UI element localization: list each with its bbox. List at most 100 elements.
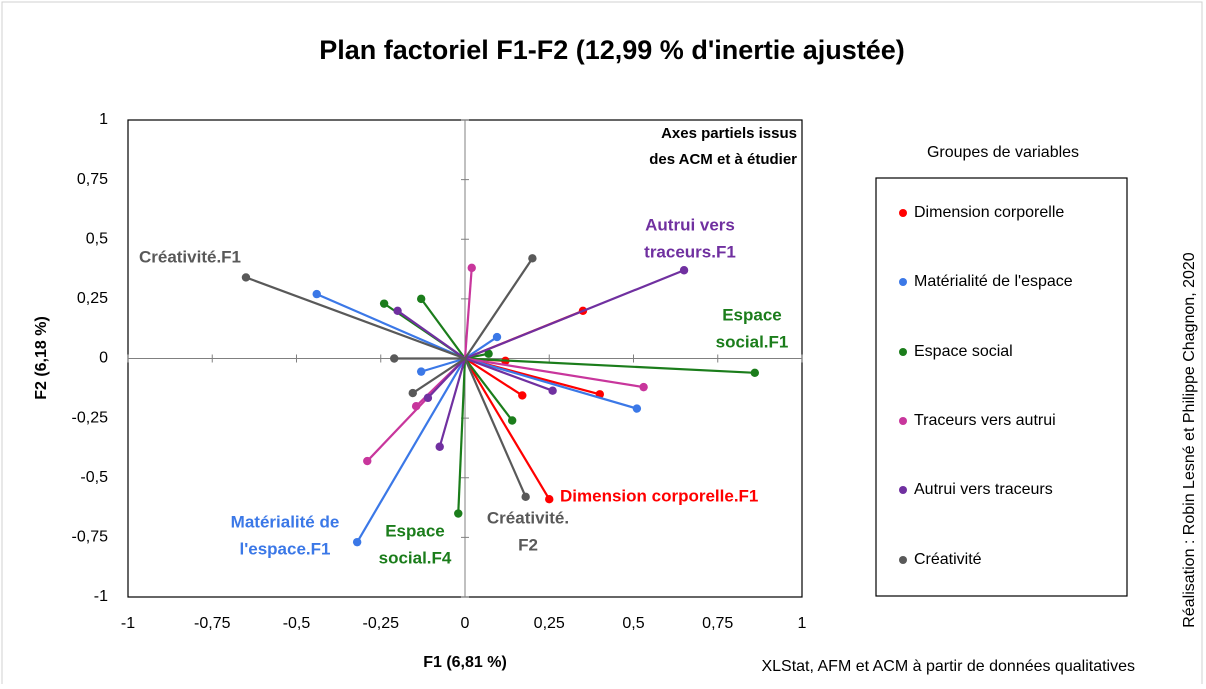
y-tick-label: 0,5 [86, 230, 108, 247]
point [411, 402, 421, 411]
point [416, 294, 426, 304]
x-tick-label: 0,25 [534, 615, 565, 632]
y-tick-label: 1 [99, 111, 108, 128]
point [484, 349, 493, 358]
y-tick-label: -1 [94, 588, 108, 605]
vector-line [420, 357, 466, 373]
annotation: Créativité.F1 [139, 247, 241, 266]
vector-line [245, 276, 466, 360]
vector-line [464, 357, 644, 389]
x-tick-label: 0 [461, 615, 470, 632]
legend-label: Autrui vers traceurs [914, 481, 1053, 498]
y-tick-label: -0,5 [80, 469, 108, 486]
x-tick-label: -0,25 [363, 615, 400, 632]
point [393, 306, 402, 315]
vector-line [464, 357, 551, 500]
legend-label: Traceurs vers autrui [914, 412, 1056, 429]
x-axis-label: F1 (6,81 %) [423, 654, 507, 671]
annotation: Espace [385, 521, 445, 540]
annotation: Créativité. [487, 508, 569, 527]
legend-marker [899, 278, 907, 286]
vector-line [464, 357, 755, 374]
vector-line [396, 309, 466, 360]
legend-marker [899, 556, 907, 564]
note: Axes partiels issus [661, 125, 797, 142]
point [492, 332, 502, 342]
vector-line [464, 357, 638, 410]
point [390, 354, 399, 363]
annotation: F2 [518, 535, 538, 554]
legend-marker [899, 417, 907, 425]
legend-label: Créativité [914, 551, 982, 568]
vector-line [463, 267, 473, 359]
legend-box [875, 177, 1128, 597]
point [548, 386, 557, 395]
annotation: Dimension corporelle.F1 [560, 486, 758, 505]
point [435, 442, 444, 451]
x-tick-label: -0,5 [283, 615, 311, 632]
y-axis-label: F2 (6,18 %) [33, 316, 50, 400]
legend-title: Groupes de variables [927, 144, 1079, 161]
point [408, 388, 417, 398]
point [416, 367, 426, 376]
point [632, 404, 642, 413]
y-tick-label: 0,75 [77, 171, 108, 188]
legend-label: Matérialité de l'espace [914, 273, 1073, 290]
y-tick-label: 0 [99, 350, 108, 367]
annotation: Matérialité de [231, 512, 340, 531]
vector-line [464, 357, 553, 392]
point [679, 266, 689, 275]
annotation: social.F4 [379, 548, 452, 567]
y-tick-label: -0,25 [72, 409, 109, 426]
legend-marker [899, 348, 907, 356]
vector-line [464, 269, 685, 360]
legend-marker [899, 486, 907, 494]
legend-marker [899, 209, 907, 217]
x-tick-label: 1 [798, 615, 807, 632]
annotation: l'espace.F1 [240, 539, 331, 558]
point [750, 368, 760, 378]
note: des ACM et à étudier [649, 151, 797, 168]
y-tick-label: 0,25 [77, 290, 108, 307]
x-tick-label: 0,5 [622, 615, 644, 632]
point [521, 492, 530, 502]
vector-line [463, 358, 527, 498]
x-tick-label: -0,75 [194, 615, 231, 632]
vector-line [464, 357, 523, 397]
vector-line [412, 357, 466, 394]
credit: Réalisation : Robin Lesné et Philippe Ch… [1181, 252, 1198, 627]
vector-line [420, 298, 466, 360]
y-tick-label: -0,75 [72, 529, 109, 546]
vector-line [356, 357, 466, 543]
point [545, 495, 554, 504]
vector-line [464, 257, 534, 360]
point [312, 289, 321, 299]
source: XLStat, AFM et ACM à partir de données q… [761, 658, 1135, 675]
chart-title: Plan factoriel F1-F2 (12,99 % d'inertie … [319, 35, 905, 65]
vector-line [464, 336, 498, 360]
legend-label: Dimension corporelle [914, 204, 1064, 221]
point [518, 391, 527, 400]
point [454, 509, 463, 518]
annotation: traceurs.F1 [644, 242, 736, 261]
point [507, 416, 517, 425]
vector-line [427, 357, 466, 399]
annotation: Autrui vers [645, 215, 735, 234]
point [528, 254, 537, 263]
annotation: social.F1 [716, 332, 789, 351]
point [423, 393, 433, 403]
vector-line [316, 293, 466, 360]
x-tick-label: 0,75 [702, 615, 733, 632]
vector-line [457, 358, 467, 514]
point [467, 263, 476, 273]
point [363, 456, 372, 466]
annotation: Espace [722, 305, 782, 324]
legend-label: Espace social [914, 343, 1013, 360]
vector-line [438, 358, 467, 448]
vector-line [464, 357, 514, 422]
point [352, 537, 362, 547]
x-tick-label: -1 [121, 615, 135, 632]
point [639, 382, 648, 392]
